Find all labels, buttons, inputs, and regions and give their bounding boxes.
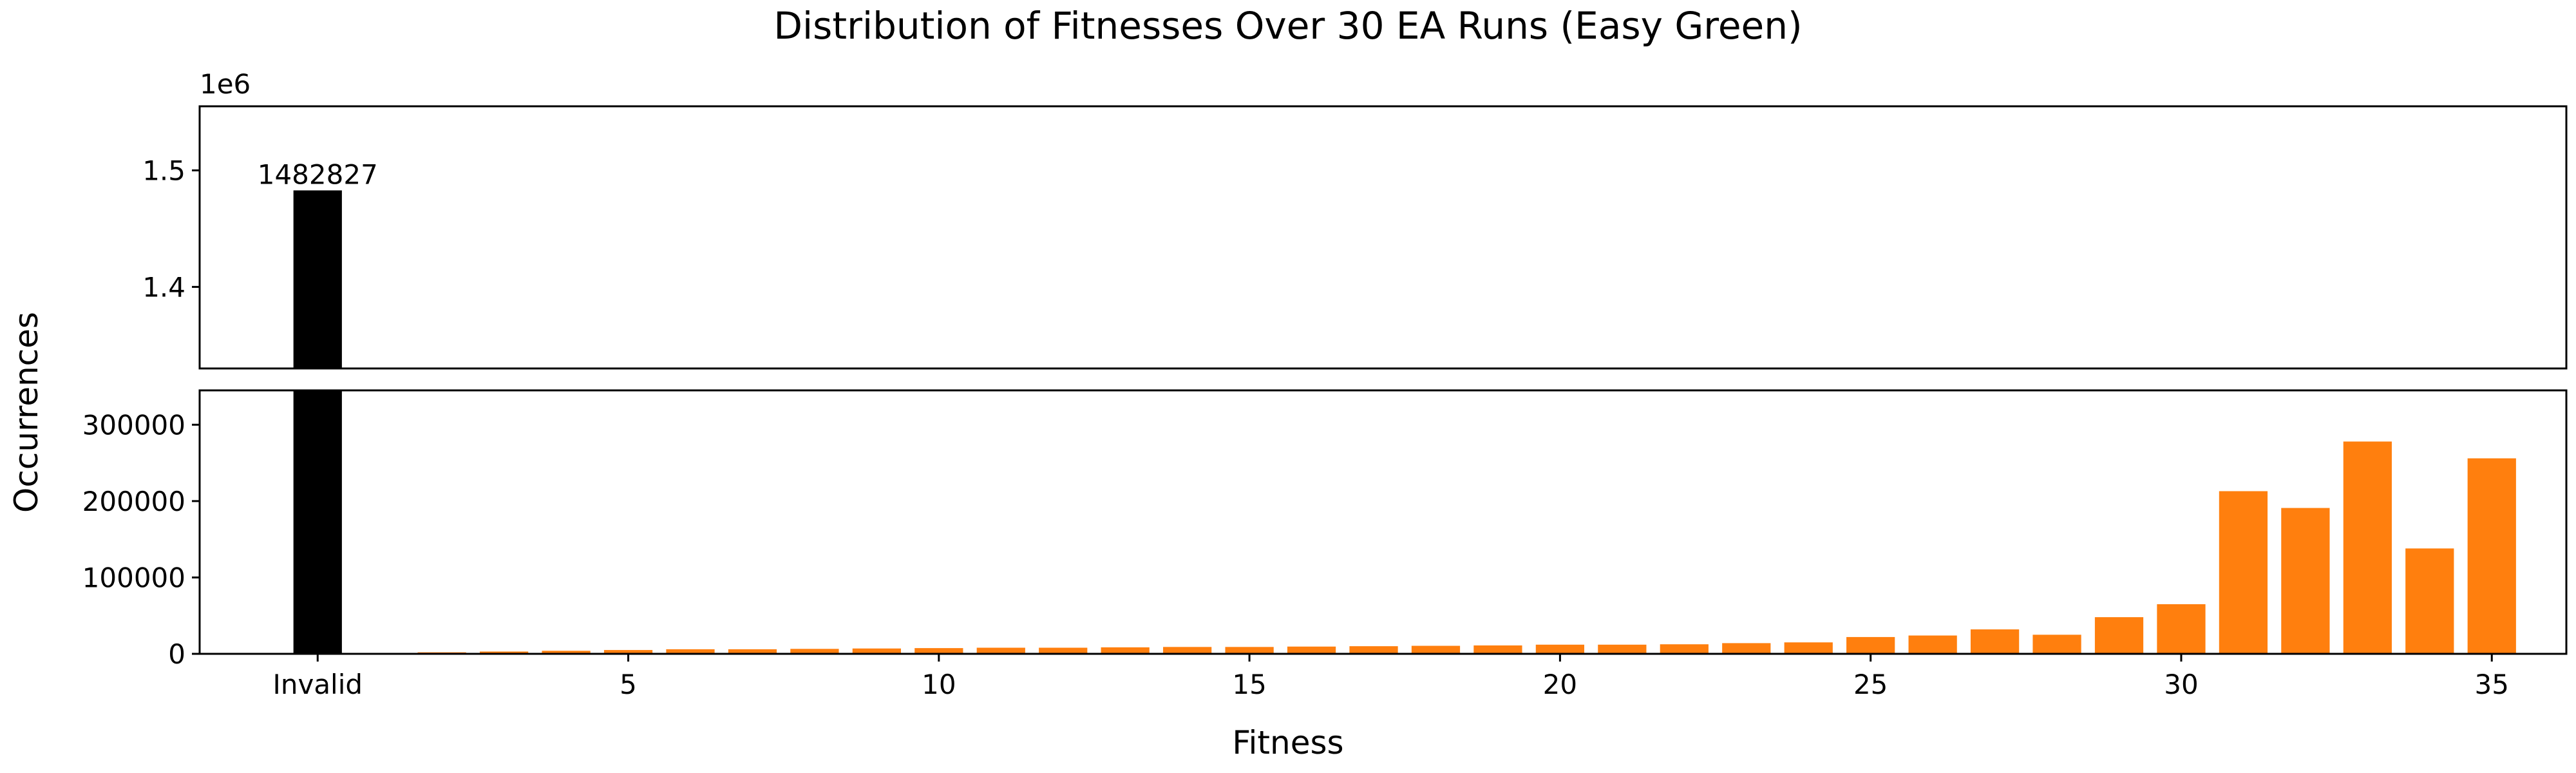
bottom-bars [293, 390, 2516, 654]
xtick-label-7: 35 [2475, 669, 2509, 700]
bar-fitness-19 [1473, 645, 1522, 654]
top-bars [293, 190, 342, 368]
y-offset-label: 1e6 [200, 68, 251, 100]
bar-fitness-33 [2343, 441, 2392, 654]
bottom-ytick-label-2: 200000 [82, 486, 185, 517]
bar-fitness-28 [2032, 635, 2081, 654]
bar-fitness-7 [728, 649, 777, 654]
bar-fitness-14 [1163, 647, 1212, 654]
bar-fitness-25 [1846, 636, 1895, 654]
bar-fitness-3 [480, 651, 529, 654]
chart-title: Distribution of Fitnesses Over 30 EA Run… [773, 4, 1802, 48]
xtick-label-6: 30 [2164, 669, 2198, 700]
bar-fitness-26 [1908, 635, 1957, 654]
bar-fitness-18 [1411, 645, 1461, 654]
xtick-label-1: 5 [620, 669, 637, 700]
bar-fitness-8 [790, 649, 839, 654]
bottom-ytick-label-3: 300000 [82, 409, 185, 441]
bar-fitness-20 [1535, 644, 1585, 654]
bar-invalid-value-label: 1482827 [258, 159, 378, 191]
bottom-ytick-label-0: 0 [168, 638, 185, 670]
bar-invalid-top [293, 190, 342, 368]
xtick-label-5: 25 [1853, 669, 1888, 700]
x-axis-label: Fitness [1232, 724, 1343, 761]
bar-fitness-30 [2157, 604, 2206, 654]
bar-fitness-11 [976, 647, 1025, 654]
bar-fitness-34 [2405, 548, 2454, 654]
xtick-label-2: 10 [922, 669, 956, 700]
y-axis-label: Occurrences [8, 312, 45, 513]
bottom-panel: 0 100000 200000 300000 Invalid 5 10 15 20 25 30 35 [82, 389, 2568, 700]
xtick-label-0: Invalid [272, 669, 363, 700]
xtick-label-3: 15 [1232, 669, 1266, 700]
xtick-label-4: 20 [1543, 669, 1577, 700]
top-panel-frame [198, 105, 2568, 370]
bar-fitness-16 [1287, 646, 1336, 654]
bar-fitness-31 [2219, 491, 2268, 654]
top-panel: 1482827 1.4 1.5 [142, 105, 2568, 370]
bar-fitness-29 [2094, 617, 2144, 654]
bar-fitness-32 [2281, 508, 2330, 654]
bar-fitness-22 [1660, 644, 1709, 654]
bar-fitness-23 [1722, 643, 1771, 654]
bar-fitness-17 [1349, 646, 1398, 654]
top-ytick-label-0: 1.4 [142, 271, 185, 303]
bar-fitness-9 [852, 648, 901, 654]
bar-invalid-bottom [293, 390, 342, 654]
bar-fitness-15 [1225, 647, 1274, 654]
bottom-ytick-label-1: 100000 [82, 562, 185, 593]
top-ytick-label-1: 1.5 [142, 155, 185, 186]
bar-fitness-27 [1970, 629, 2020, 654]
bar-fitness-6 [666, 649, 715, 654]
bar-fitness-12 [1039, 647, 1088, 654]
bar-fitness-10 [914, 648, 963, 654]
bar-fitness-21 [1598, 644, 1647, 654]
bar-fitness-5 [603, 650, 653, 654]
bar-fitness-35 [2467, 458, 2516, 654]
bottom-panel-frame [198, 389, 2568, 655]
bar-fitness-13 [1101, 647, 1150, 654]
bar-fitness-24 [1784, 642, 1833, 654]
bar-fitness-4 [542, 651, 591, 654]
